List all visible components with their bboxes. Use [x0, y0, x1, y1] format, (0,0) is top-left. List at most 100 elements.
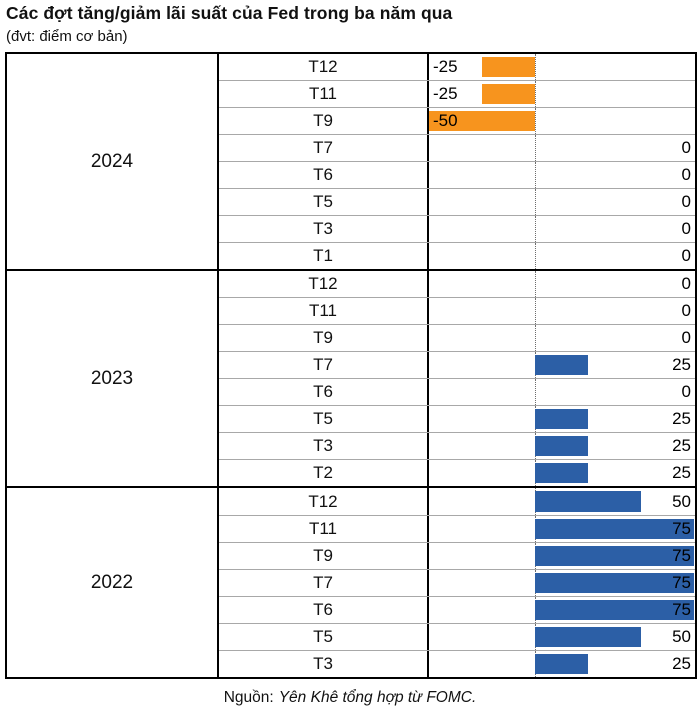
- zero-axis-line: [535, 216, 536, 243]
- chart-cell: 25: [429, 406, 695, 433]
- source-line: Nguồn: Yên Khê tổng hợp từ FOMC.: [0, 679, 700, 716]
- bar-value-label: 50: [672, 626, 691, 646]
- rate-hike-bar: [535, 463, 588, 484]
- month-cell: T11: [219, 80, 429, 107]
- chart-cell: 0: [429, 271, 695, 298]
- year-cell: 2024: [7, 53, 219, 270]
- bar-value-label: 0: [681, 274, 691, 294]
- year-rows: T12 -25 T11 -25 T9 -50 T7 0 T6 0 T5 0 T3 0 T1 0: [219, 53, 695, 270]
- chart-header: Các đợt tăng/giảm lãi suất của Fed trong…: [0, 0, 700, 47]
- bar-value-label: 0: [681, 382, 691, 402]
- table-row: T7 25: [219, 351, 695, 379]
- chart-cell: 0: [429, 189, 695, 216]
- table-row: T1 0: [219, 242, 695, 270]
- bar-value-label: 0: [681, 219, 691, 239]
- chart-cell: 25: [429, 352, 695, 379]
- month-cell: T3: [219, 216, 429, 243]
- zero-axis-line: [535, 271, 536, 298]
- chart-cell: 0: [429, 325, 695, 352]
- month-cell: T5: [219, 406, 429, 433]
- rate-hike-bar: [535, 355, 588, 376]
- month-cell: T12: [219, 488, 429, 515]
- chart-cell: 75: [429, 515, 695, 542]
- month-cell: T5: [219, 623, 429, 650]
- month-cell: T12: [219, 53, 429, 80]
- rate-hike-bar: [535, 491, 641, 512]
- table-row: T7 75: [219, 568, 695, 596]
- table-row: T12 0: [219, 271, 695, 298]
- rate-hike-bar: [535, 518, 694, 539]
- table-row: T5 25: [219, 405, 695, 433]
- table-row: T11 -25: [219, 79, 695, 107]
- zero-axis-line: [535, 107, 536, 134]
- chart-cell: 0: [429, 162, 695, 189]
- chart-cell: 75: [429, 542, 695, 569]
- source-text: Yên Khê tổng hợp từ FOMC.: [278, 689, 477, 707]
- bar-value-label: 25: [672, 463, 691, 483]
- zero-axis-line: [535, 379, 536, 406]
- zero-axis-line: [535, 325, 536, 352]
- bar-value-label: 75: [672, 599, 691, 619]
- year-cell: 2022: [7, 488, 219, 677]
- bar-value-label: 75: [672, 572, 691, 592]
- table-row: T5 0: [219, 188, 695, 216]
- bar-value-label: 25: [672, 653, 691, 673]
- bar-value-label: -50: [433, 110, 458, 130]
- month-cell: T3: [219, 650, 429, 677]
- zero-axis-line: [535, 80, 536, 107]
- table-row: T9 -50: [219, 106, 695, 134]
- rate-change-table: 2024 T12 -25 T11 -25 T9 -50 T7 0 T6 0 T5 0 T3 0 T1 0 2023…: [5, 51, 697, 679]
- year-cell: 2023: [7, 271, 219, 487]
- month-cell: T1: [219, 243, 429, 270]
- month-cell: T9: [219, 107, 429, 134]
- month-cell: T6: [219, 379, 429, 406]
- month-cell: T9: [219, 325, 429, 352]
- chart-cell: 0: [429, 298, 695, 325]
- chart-cell: 25: [429, 433, 695, 460]
- chart-cell: 75: [429, 596, 695, 623]
- zero-axis-line: [535, 134, 536, 161]
- table-row: T6 0: [219, 161, 695, 189]
- bar-value-label: -25: [433, 56, 458, 76]
- table-row: T5 50: [219, 622, 695, 650]
- bar-value-label: 0: [681, 165, 691, 185]
- rate-hike-bar: [535, 436, 588, 457]
- page-title: Các đợt tăng/giảm lãi suất của Fed trong…: [6, 3, 453, 23]
- month-cell: T9: [219, 542, 429, 569]
- rate-cut-bar: [482, 56, 535, 77]
- year-group-2024: 2024 T12 -25 T11 -25 T9 -50 T7 0 T6 0 T5 0 T3 0 T1 0: [7, 53, 695, 270]
- month-cell: T11: [219, 515, 429, 542]
- table-row: T7 0: [219, 133, 695, 161]
- zero-axis-line: [535, 53, 536, 80]
- table-row: T11 0: [219, 297, 695, 325]
- chart-cell: -50: [429, 107, 695, 134]
- table-row: T3 25: [219, 649, 695, 677]
- table-row: T6 75: [219, 595, 695, 623]
- month-cell: T3: [219, 433, 429, 460]
- chart-cell: -25: [429, 53, 695, 80]
- table-row: T3 25: [219, 432, 695, 460]
- chart-cell: 75: [429, 569, 695, 596]
- rate-cut-bar: [482, 83, 535, 104]
- table-row: T11 75: [219, 514, 695, 542]
- table-row: T12 50: [219, 488, 695, 515]
- chart-cell: 0: [429, 243, 695, 270]
- month-cell: T2: [219, 460, 429, 487]
- rate-hike-bar: [535, 572, 694, 593]
- month-cell: T11: [219, 298, 429, 325]
- year-rows: T12 0 T11 0 T9 0 T7 25 T6 0 T5 25 T3 25 T2 25: [219, 271, 695, 487]
- bar-value-label: 75: [672, 518, 691, 538]
- bar-value-label: 0: [681, 192, 691, 212]
- month-cell: T6: [219, 162, 429, 189]
- source-prefix: Nguồn:: [223, 689, 274, 707]
- chart-cell: 25: [429, 460, 695, 487]
- rate-cut-bar: [429, 110, 535, 131]
- chart-cell: 50: [429, 623, 695, 650]
- chart-cell: 50: [429, 488, 695, 515]
- table-row: T2 25: [219, 459, 695, 487]
- bar-value-label: 50: [672, 491, 691, 511]
- bar-value-label: 0: [681, 137, 691, 157]
- rate-hike-bar: [535, 626, 641, 647]
- month-cell: T7: [219, 134, 429, 161]
